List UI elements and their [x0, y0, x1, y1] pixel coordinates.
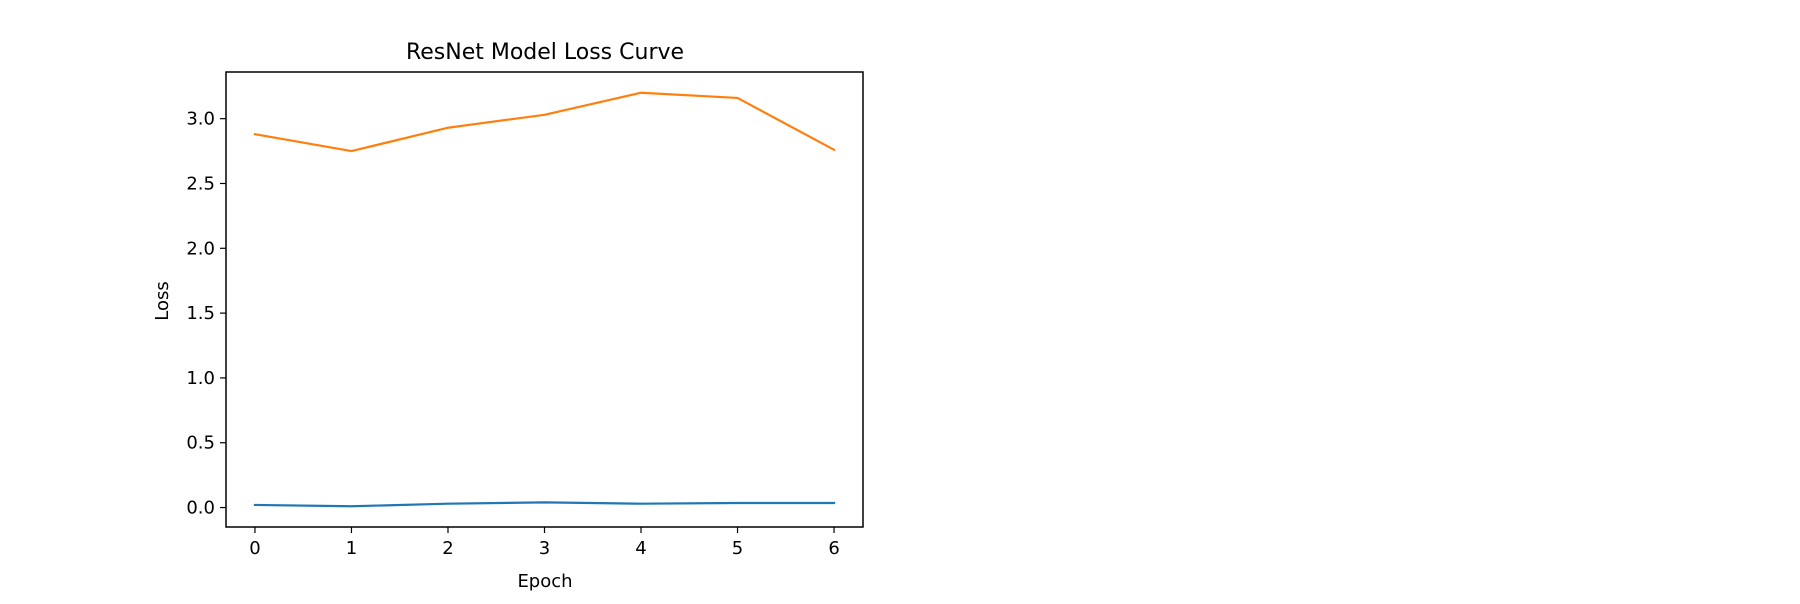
- y-tick-label: 1.0: [186, 368, 215, 389]
- x-tick-label: 2: [442, 538, 453, 559]
- x-tick-label: 0: [249, 538, 260, 559]
- x-tick-label: 3: [539, 538, 550, 559]
- x-tick-label: 5: [732, 538, 743, 559]
- chart-title: ResNet Model Loss Curve: [406, 40, 684, 65]
- x-tick-label: 1: [346, 538, 357, 559]
- x-axis-label: Epoch: [517, 571, 572, 592]
- series-group: [253, 91, 836, 508]
- x-axis: 0 1 2 3 4 5 6: [249, 527, 840, 559]
- y-tick-label: 0.5: [186, 433, 215, 454]
- y-tick-label: 1.5: [186, 303, 215, 324]
- x-tick-label: 4: [635, 538, 646, 559]
- series-line-1: [253, 501, 836, 508]
- y-tick-label: 3.0: [186, 109, 215, 130]
- series-line-2: [253, 91, 836, 153]
- y-tick-label: 2.5: [186, 173, 215, 194]
- x-tick-label: 6: [828, 538, 839, 559]
- y-axis-label: Loss: [152, 281, 173, 320]
- y-tick-label: 2.0: [186, 238, 215, 259]
- y-axis: 0.0 0.5 1.0 1.5 2.0 2.5 3.0: [186, 109, 226, 519]
- y-tick-label: 0.0: [186, 498, 215, 519]
